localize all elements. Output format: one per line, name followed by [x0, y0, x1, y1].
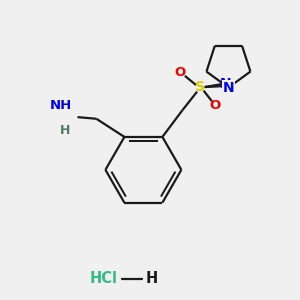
- Text: H: H: [59, 124, 70, 137]
- Text: O: O: [174, 66, 185, 79]
- Text: HCl: HCl: [90, 271, 118, 286]
- Text: O: O: [210, 99, 221, 112]
- Text: N: N: [219, 77, 231, 91]
- Text: NH: NH: [49, 99, 72, 112]
- Text: N: N: [223, 81, 234, 94]
- Text: H: H: [146, 271, 158, 286]
- Text: S: S: [195, 80, 206, 94]
